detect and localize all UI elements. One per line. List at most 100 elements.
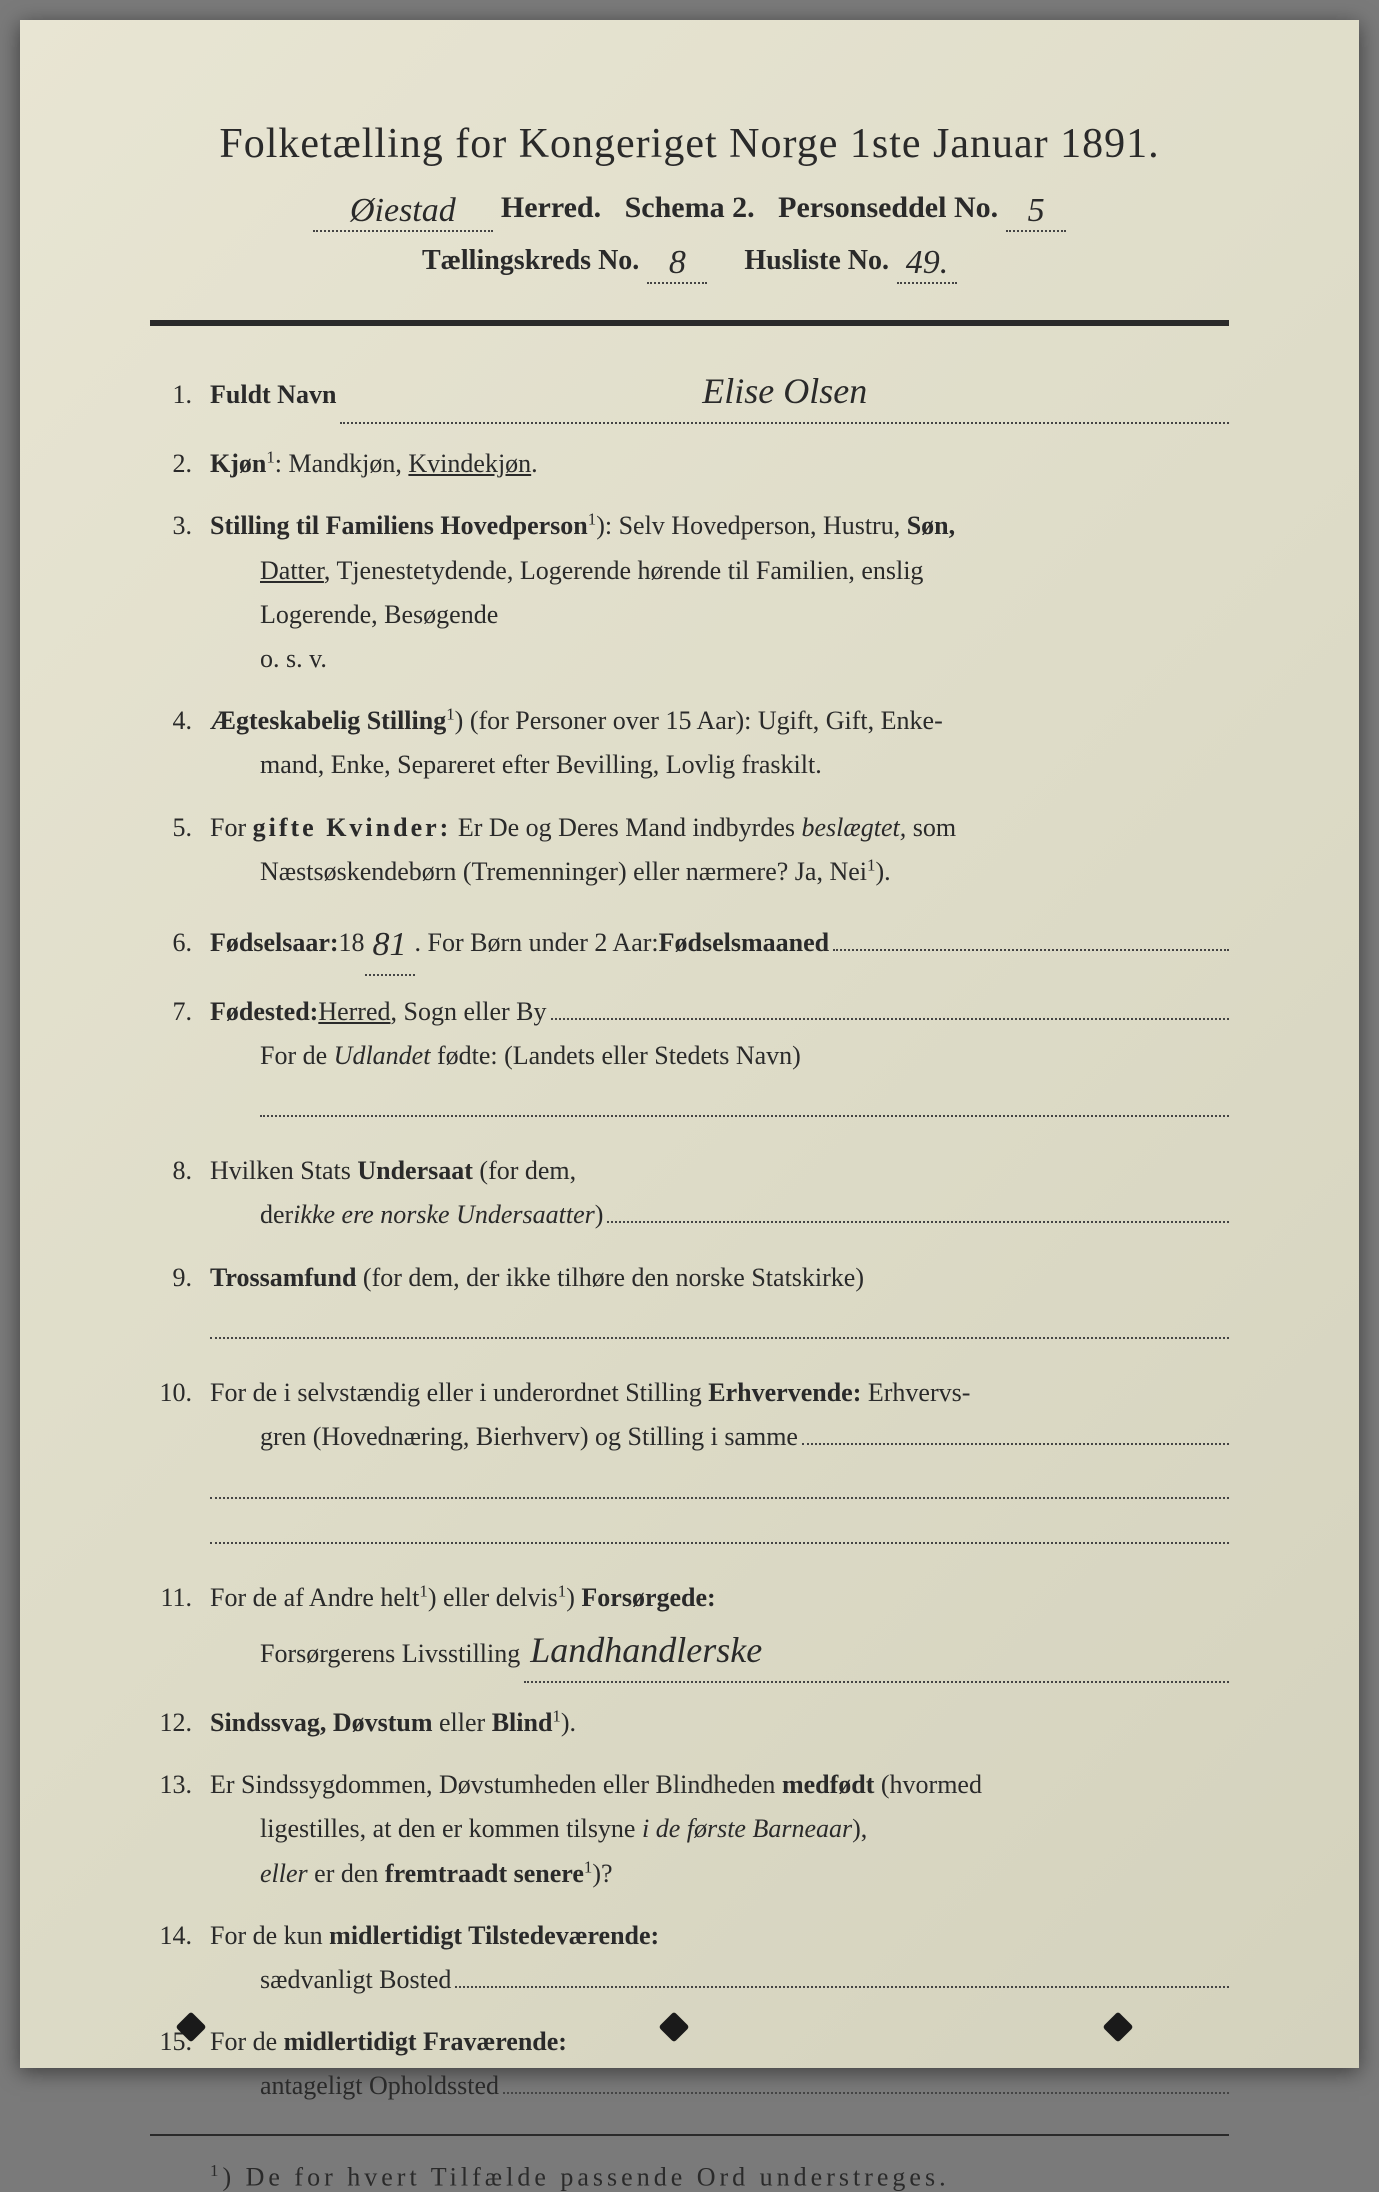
personseddel-no: 5	[1006, 192, 1066, 232]
q8-text: Hvilken Stats	[210, 1156, 357, 1185]
q15-bold: midlertidigt Fraværende:	[284, 2027, 567, 2056]
form-title: Folketælling for Kongeriget Norge 1ste J…	[150, 120, 1229, 168]
q3-cont: , Tjenestetydende, Logerende hørende til…	[324, 556, 924, 585]
sup: 1	[588, 510, 596, 529]
q1-value: Elise Olsen	[696, 361, 873, 422]
q9-text: (for dem, der ikke tilhøre den norske St…	[356, 1263, 864, 1292]
q7-text: , Sogn eller By	[391, 990, 547, 1034]
footer-rule	[150, 2134, 1229, 2136]
q13-bold: medfødt	[782, 1770, 874, 1799]
item-num: 7.	[150, 990, 210, 1034]
q7-fill	[551, 1018, 1229, 1020]
q2-end: .	[531, 449, 538, 478]
q13-text: Er Sindssygdommen, Døvstumheden eller Bl…	[210, 1770, 782, 1799]
q6-label: Fødselsaar:	[210, 921, 339, 965]
q10-blank2	[210, 1513, 1229, 1544]
q13-ital2: eller	[260, 1859, 308, 1888]
item-2: 2. Kjøn1: Mandkjøn, Kvindekjøn.	[150, 442, 1229, 486]
footnote-text: ) De for hvert Tilfælde passende Ord und…	[222, 2162, 949, 2191]
q13-bold2: fremtraadt senere	[385, 1859, 584, 1888]
item-num: 3.	[150, 504, 210, 548]
q14-bold: midlertidigt Tilstedeværende:	[329, 1921, 659, 1950]
q8-cont: der	[260, 1193, 293, 1237]
item-num: 13.	[150, 1763, 210, 1807]
q7-selected: Herred	[318, 990, 390, 1034]
q1-fill: Elise Olsen	[340, 361, 1229, 424]
q12-bold: Sindssvag, Døvstum	[210, 1708, 433, 1737]
herred-value: Øiestad	[313, 192, 493, 232]
q8-ital: ikke ere norske Undersaatter	[293, 1193, 595, 1237]
sup: 1	[552, 1706, 560, 1725]
q6-text: . For Børn under 2 Aar:	[415, 921, 659, 965]
q5-pre: For	[210, 813, 253, 842]
q8-fill	[607, 1221, 1229, 1223]
q2-opts: : Mandkjøn,	[275, 449, 409, 478]
q3-selected: Datter	[260, 556, 324, 585]
item-4: 4. Ægteskabelig Stilling1) (for Personer…	[150, 699, 1229, 787]
q10-cont: gren (Hovednæring, Bierhverv) og Stillin…	[260, 1415, 798, 1459]
item-13: 13. Er Sindssygdommen, Døvstumheden elle…	[150, 1763, 1229, 1896]
header-line-1: Øiestad Herred. Schema 2. Personseddel N…	[150, 188, 1229, 228]
q13-text2: (hvormed	[874, 1770, 982, 1799]
sup: 1	[266, 448, 274, 467]
q3-bold: Søn,	[907, 511, 955, 540]
q8-bold: Undersaat	[357, 1156, 473, 1185]
kreds-no: 8	[647, 244, 707, 284]
q15-text: For de	[210, 2027, 284, 2056]
q3-cont3: o. s. v.	[210, 637, 1229, 681]
item-num: 2.	[150, 442, 210, 486]
q7-cont: For de	[260, 1041, 334, 1070]
header-rule	[150, 320, 1229, 326]
kreds-label: Tællingskreds No.	[422, 245, 639, 277]
item-6: 6. Fødselsaar: 1881 . For Børn under 2 A…	[150, 912, 1229, 972]
item-num: 10.	[150, 1371, 210, 1415]
q5-cont: Næstsøskendebørn (Tremenninger) eller næ…	[260, 857, 867, 886]
item-15: 15. For de midlertidigt Fraværende: anta…	[150, 2020, 1229, 2108]
item-14: 14. For de kun midlertidigt Tilstedevære…	[150, 1914, 1229, 2002]
item-3: 3. Stilling til Familiens Hovedperson1):…	[150, 504, 1229, 681]
header-line-2: Tællingskreds No. 8 Husliste No. 49.	[150, 240, 1229, 280]
q10-blank1	[210, 1467, 1229, 1498]
q11-fill: Landhandlerske	[524, 1620, 1229, 1683]
herred-label: Herred.	[501, 191, 601, 225]
q8-cont2: )	[595, 1193, 604, 1237]
item-9: 9. Trossamfund (for dem, der ikke tilhør…	[150, 1256, 1229, 1353]
q7-blank-line	[260, 1086, 1229, 1117]
q7-ital: Udlandet	[334, 1041, 431, 1070]
q6-value: 81	[365, 916, 415, 976]
items-list: 1. Fuldt Navn Elise Olsen 2. Kjøn1: Mand…	[150, 361, 1229, 2109]
q14-fill	[455, 1986, 1229, 1988]
q11-text3: )	[566, 1583, 581, 1612]
q8-text2: (for dem,	[473, 1156, 576, 1185]
q1-label: Fuldt Navn	[210, 373, 336, 417]
q7-label: Fødested:	[210, 990, 318, 1034]
census-form-page: Folketælling for Kongeriget Norge 1ste J…	[20, 20, 1359, 2068]
q7-cont2: fødte: (Landets eller Stedets Navn)	[430, 1041, 800, 1070]
q12-end: ).	[561, 1708, 576, 1737]
footnote: 1) De for hvert Tilfælde passende Ord un…	[150, 2161, 1229, 2192]
q13-ital: i de første Barneaar	[642, 1814, 852, 1843]
item-5: 5. For gifte Kvinder: Er De og Deres Man…	[150, 806, 1229, 894]
item-num: 14.	[150, 1914, 210, 1958]
item-num: 1.	[150, 373, 210, 417]
item-num: 9.	[150, 1256, 210, 1300]
q6-fill	[833, 949, 1229, 951]
q13-cont: ligestilles, at den er kommen tilsyne	[260, 1814, 642, 1843]
q10-text: For de i selvstændig eller i underordnet…	[210, 1378, 708, 1407]
item-10: 10. For de i selvstændig eller i underor…	[150, 1371, 1229, 1558]
q5-text2: som	[906, 813, 956, 842]
husliste-label: Husliste No.	[744, 245, 889, 277]
q10-fill	[802, 1443, 1229, 1445]
q3-text: ): Selv Hovedperson, Hustru,	[596, 511, 907, 540]
q10-bold: Erhvervende:	[708, 1378, 861, 1407]
q3-label: Stilling til Familiens Hovedperson	[210, 511, 588, 540]
q4-label: Ægteskabelig Stilling	[210, 706, 446, 735]
sup: 1	[419, 1581, 427, 1600]
husliste-no: 49.	[897, 244, 957, 284]
q11-value: Landhandlerske	[524, 1620, 768, 1681]
form-header: Folketælling for Kongeriget Norge 1ste J…	[150, 120, 1229, 280]
item-num: 5.	[150, 806, 210, 850]
q12-bold2: Blind	[492, 1708, 553, 1737]
q5-ital: beslægtet,	[802, 813, 907, 842]
q2-selected: Kvindekjøn	[408, 449, 531, 478]
